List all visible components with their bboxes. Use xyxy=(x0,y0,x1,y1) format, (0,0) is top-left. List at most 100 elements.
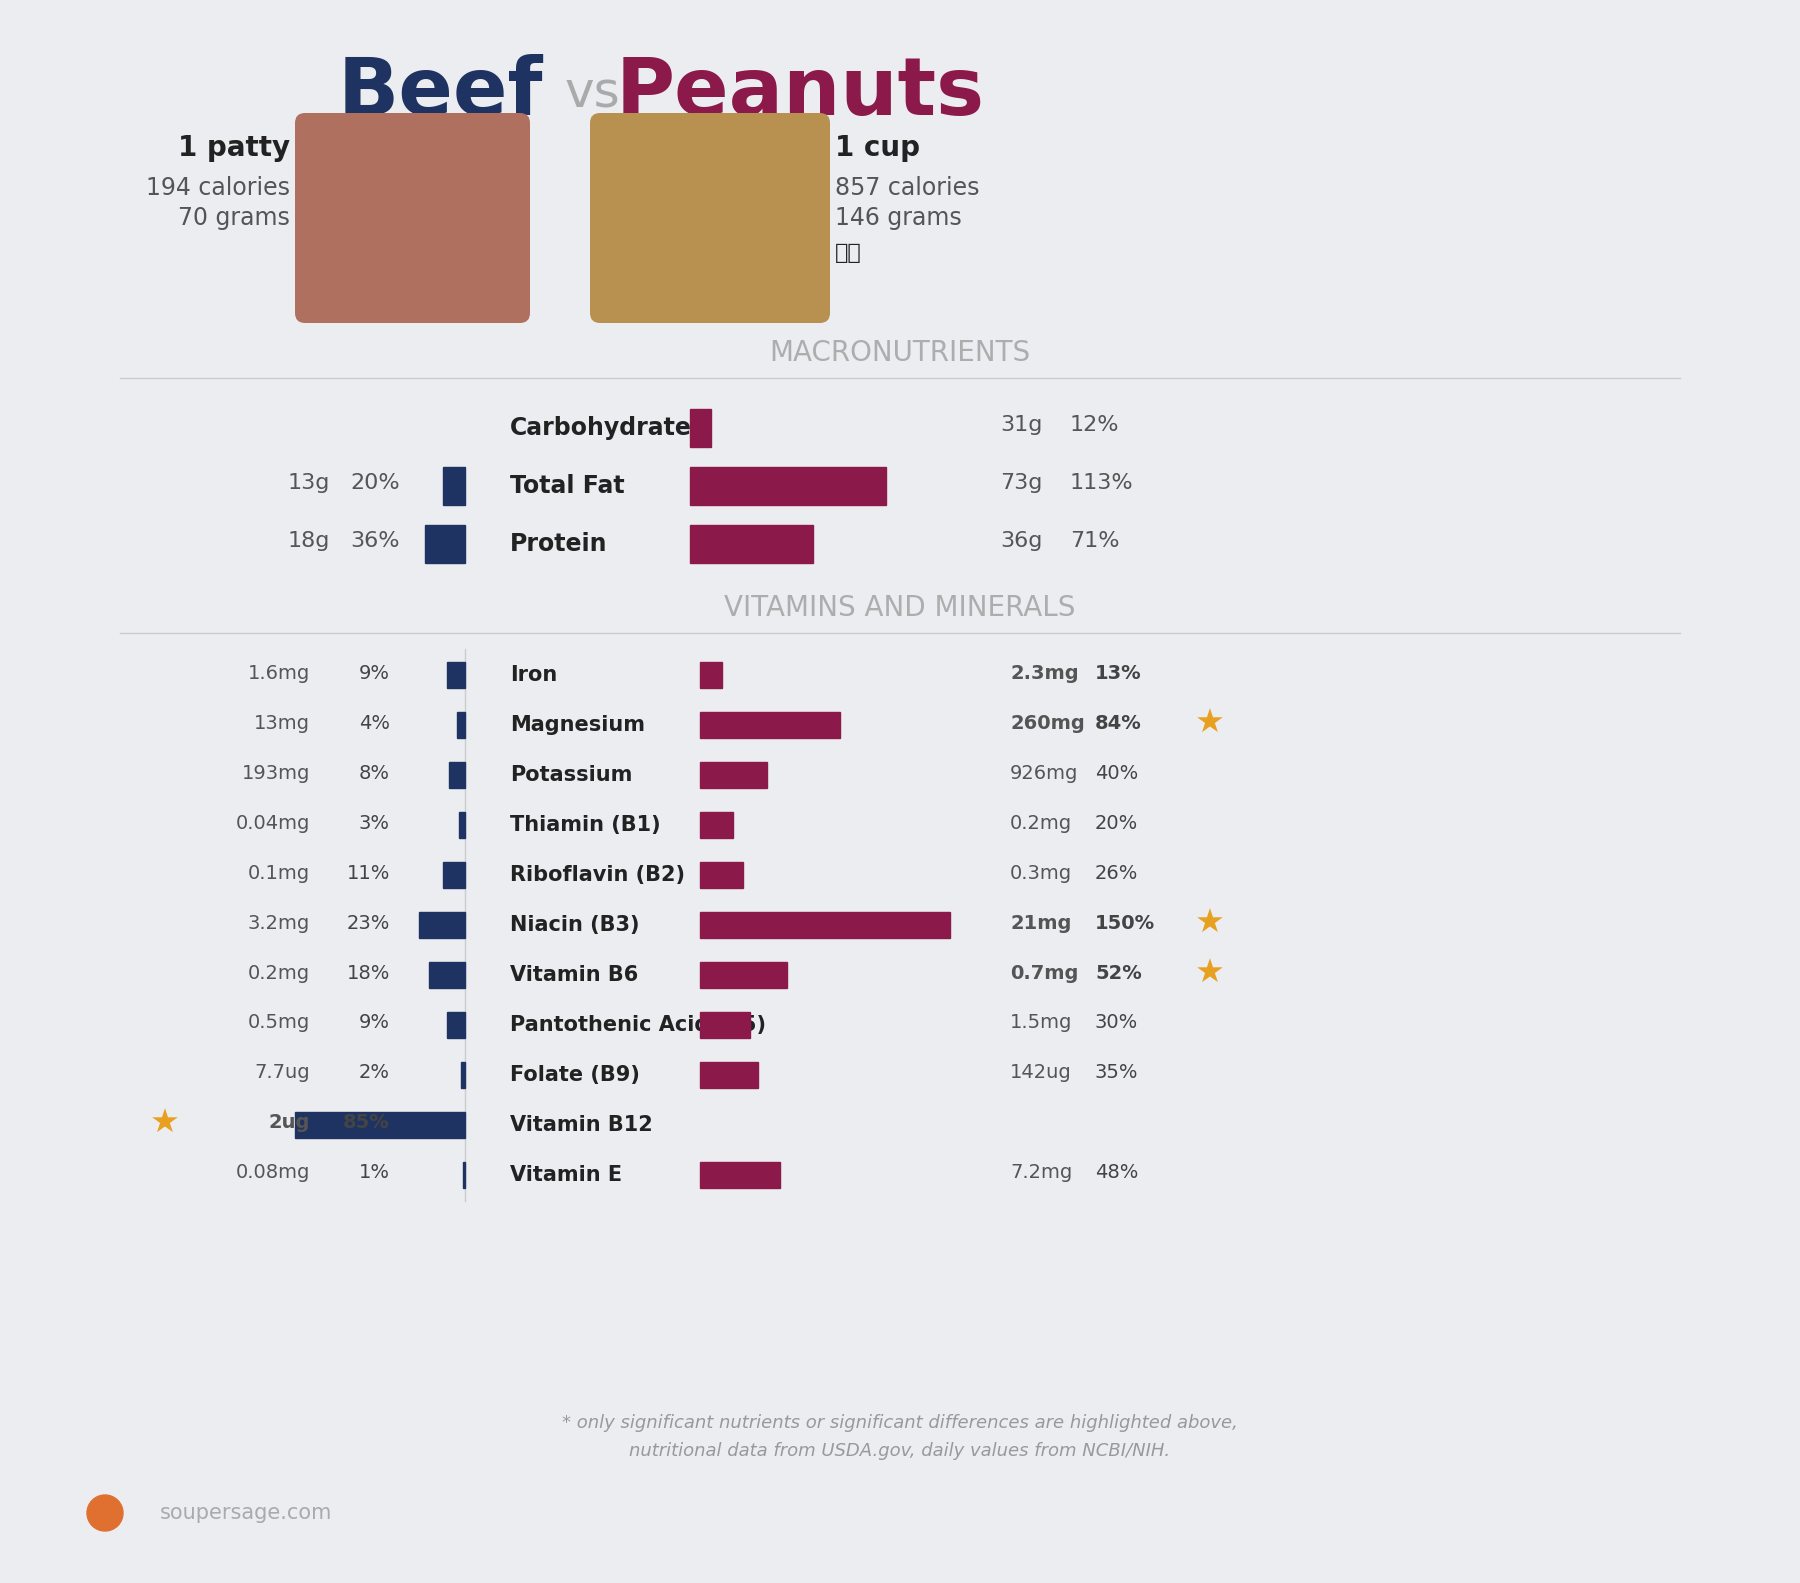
Text: 1%: 1% xyxy=(358,1164,391,1183)
Bar xyxy=(295,1111,464,1138)
Bar xyxy=(689,526,814,564)
Text: Riboflavin (B2): Riboflavin (B2) xyxy=(509,864,686,885)
Bar xyxy=(443,863,464,888)
Text: Vitamin B12: Vitamin B12 xyxy=(509,1114,653,1135)
Text: Thiamin (B1): Thiamin (B1) xyxy=(509,815,661,834)
Bar xyxy=(446,1012,464,1038)
Text: ★: ★ xyxy=(149,1107,180,1140)
Text: 20%: 20% xyxy=(1094,814,1138,833)
Text: 4%: 4% xyxy=(358,714,391,733)
Text: 8%: 8% xyxy=(358,763,391,782)
Text: 260mg: 260mg xyxy=(1010,714,1085,733)
Text: 73g: 73g xyxy=(1001,473,1042,492)
Text: 0.08mg: 0.08mg xyxy=(236,1164,310,1183)
Text: 0.1mg: 0.1mg xyxy=(248,863,310,882)
Text: 3%: 3% xyxy=(358,814,391,833)
Text: 18%: 18% xyxy=(347,964,391,983)
Text: Vitamin B6: Vitamin B6 xyxy=(509,966,639,985)
Bar xyxy=(461,1062,464,1088)
Text: Potassium: Potassium xyxy=(509,765,632,785)
Text: 35%: 35% xyxy=(1094,1064,1138,1083)
Text: vs.: vs. xyxy=(563,70,635,117)
Bar xyxy=(448,761,464,788)
Text: ★: ★ xyxy=(1195,907,1226,939)
Bar xyxy=(700,1162,779,1187)
Bar xyxy=(419,912,464,939)
Bar xyxy=(700,662,722,689)
Text: Peanuts: Peanuts xyxy=(616,54,985,131)
Text: 26%: 26% xyxy=(1094,863,1138,882)
Text: 36%: 36% xyxy=(351,530,400,551)
Text: 11%: 11% xyxy=(347,863,391,882)
Text: 0.5mg: 0.5mg xyxy=(248,1013,310,1032)
Text: VITAMINS AND MINERALS: VITAMINS AND MINERALS xyxy=(724,594,1076,622)
Text: 12%: 12% xyxy=(1069,415,1120,435)
Bar xyxy=(689,467,886,505)
Bar xyxy=(700,863,743,888)
Text: 2ug: 2ug xyxy=(268,1113,310,1132)
Text: 20%: 20% xyxy=(351,473,400,492)
Bar xyxy=(443,467,464,505)
Text: 13mg: 13mg xyxy=(254,714,310,733)
Text: Beef: Beef xyxy=(337,54,544,131)
Text: 🌱🌱: 🌱🌱 xyxy=(835,244,862,263)
Text: 150%: 150% xyxy=(1094,913,1156,932)
Text: 926mg: 926mg xyxy=(1010,763,1078,782)
Text: 31g: 31g xyxy=(1001,415,1042,435)
Bar xyxy=(446,662,464,689)
Bar xyxy=(700,912,950,939)
Text: Carbohydrates: Carbohydrates xyxy=(509,416,706,440)
Text: 113%: 113% xyxy=(1069,473,1134,492)
Text: 0.3mg: 0.3mg xyxy=(1010,863,1073,882)
Text: 13%: 13% xyxy=(1094,663,1141,682)
Text: 1 patty: 1 patty xyxy=(178,135,290,161)
Bar xyxy=(689,408,711,446)
Text: nutritional data from USDA.gov, daily values from NCBI/NIH.: nutritional data from USDA.gov, daily va… xyxy=(630,1442,1170,1460)
Text: Pantothenic Acid (B5): Pantothenic Acid (B5) xyxy=(509,1015,767,1035)
Text: 71%: 71% xyxy=(1069,530,1120,551)
Text: 1.5mg: 1.5mg xyxy=(1010,1013,1073,1032)
Text: soupersage.com: soupersage.com xyxy=(160,1502,333,1523)
Text: 52%: 52% xyxy=(1094,964,1141,983)
Bar xyxy=(428,962,464,988)
Text: 9%: 9% xyxy=(358,1013,391,1032)
Text: ★: ★ xyxy=(1195,706,1226,739)
Text: 23%: 23% xyxy=(347,913,391,932)
Text: 18g: 18g xyxy=(288,530,329,551)
Text: 13g: 13g xyxy=(288,473,329,492)
Text: 3.2mg: 3.2mg xyxy=(248,913,310,932)
Bar xyxy=(700,962,787,988)
Text: MACRONUTRIENTS: MACRONUTRIENTS xyxy=(769,339,1031,367)
Text: 84%: 84% xyxy=(1094,714,1141,733)
Text: 7.7ug: 7.7ug xyxy=(254,1064,310,1083)
FancyBboxPatch shape xyxy=(590,112,830,323)
Bar xyxy=(457,712,464,738)
Text: * only significant nutrients or significant differences are highlighted above,: * only significant nutrients or signific… xyxy=(562,1414,1238,1433)
Text: 48%: 48% xyxy=(1094,1164,1138,1183)
Bar xyxy=(425,526,464,564)
Bar xyxy=(459,812,464,837)
Text: 36g: 36g xyxy=(1001,530,1042,551)
Text: ★: ★ xyxy=(1195,956,1226,989)
Text: 7.2mg: 7.2mg xyxy=(1010,1164,1073,1183)
Bar xyxy=(700,712,841,738)
Text: 0.7mg: 0.7mg xyxy=(1010,964,1078,983)
Text: 1 cup: 1 cup xyxy=(835,135,920,161)
Text: 40%: 40% xyxy=(1094,763,1138,782)
Text: 0.04mg: 0.04mg xyxy=(236,814,310,833)
Bar xyxy=(463,1162,464,1187)
Text: Iron: Iron xyxy=(509,665,558,685)
Circle shape xyxy=(86,1494,122,1531)
Text: 2%: 2% xyxy=(358,1064,391,1083)
Bar xyxy=(700,1012,751,1038)
Text: 9%: 9% xyxy=(358,663,391,682)
Text: 30%: 30% xyxy=(1094,1013,1138,1032)
Text: 194 calories: 194 calories xyxy=(146,176,290,199)
Text: 0.2mg: 0.2mg xyxy=(248,964,310,983)
Text: Protein: Protein xyxy=(509,532,608,556)
Text: 70 grams: 70 grams xyxy=(178,206,290,230)
Text: 21mg: 21mg xyxy=(1010,913,1071,932)
Text: Magnesium: Magnesium xyxy=(509,716,644,735)
Text: 1.6mg: 1.6mg xyxy=(248,663,310,682)
Text: 193mg: 193mg xyxy=(241,763,310,782)
